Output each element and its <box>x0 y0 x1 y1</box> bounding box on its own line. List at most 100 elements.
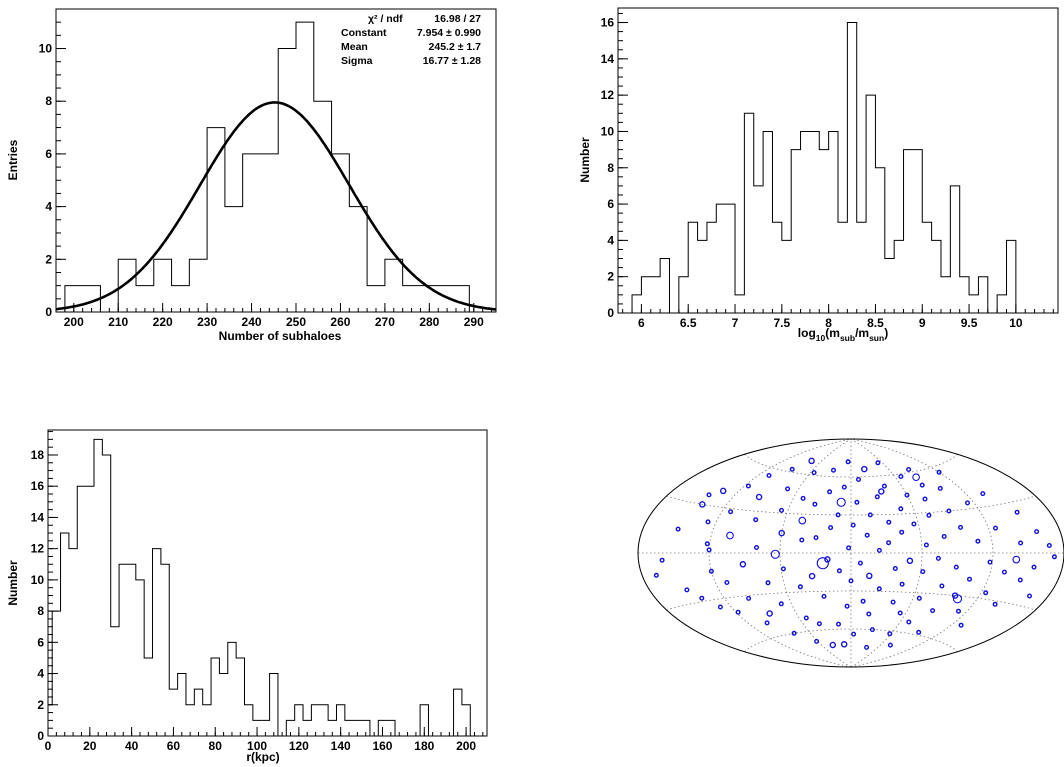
p1-xtick-label: 290 <box>464 315 484 329</box>
p3-ytick-label: 16 <box>31 479 45 493</box>
p1-xtick-label: 260 <box>330 315 350 329</box>
p3-ytick-label: 0 <box>37 729 44 743</box>
p2-xtick-label: 6.5 <box>680 316 697 330</box>
sky-point <box>1017 577 1023 583</box>
sky-point <box>828 525 834 531</box>
graticule-meridian <box>708 438 852 668</box>
sky-point <box>808 457 815 465</box>
stat-label-constant: Constant <box>341 27 387 39</box>
p2-xtick-label: 10 <box>1009 316 1023 330</box>
sky-point <box>916 595 922 601</box>
sky-point <box>1034 529 1040 535</box>
p4-graticule <box>638 438 1064 668</box>
sky-point <box>956 608 962 614</box>
sky-point <box>653 572 659 578</box>
graticule-meridian <box>850 438 994 668</box>
sky-point <box>967 576 973 582</box>
sky-point <box>906 467 912 473</box>
p3-histogram <box>47 438 471 737</box>
sky-point <box>845 459 851 465</box>
sky-point <box>753 517 759 523</box>
sky-point <box>875 460 881 466</box>
p2-ytick-label: 4 <box>607 233 614 247</box>
sky-point <box>766 473 772 479</box>
sky-point <box>766 610 773 617</box>
sky-point <box>816 557 829 570</box>
sky-point <box>890 599 896 605</box>
p1-xtick-label: 270 <box>375 315 395 329</box>
sky-point <box>684 587 690 593</box>
p2-xtick-label: 9.5 <box>961 316 978 330</box>
p3-xtick-label: 120 <box>289 739 309 753</box>
p1-ytick-label: 10 <box>39 42 53 56</box>
sky-point <box>846 545 852 551</box>
p3-ytick-label: 10 <box>31 573 45 587</box>
sky-point <box>779 507 785 513</box>
p2-ylabel: Number <box>578 137 592 183</box>
sky-point <box>987 559 993 565</box>
sky-point <box>797 584 803 590</box>
sky-point <box>800 495 806 501</box>
sky-point <box>675 526 681 532</box>
p2-ytick-label: 2 <box>607 270 614 284</box>
p2-ytick-label: 14 <box>601 52 615 66</box>
sky-point <box>778 601 784 607</box>
sky-point <box>813 535 819 541</box>
sky-point <box>912 473 920 482</box>
sky-point <box>958 622 964 628</box>
sky-point <box>992 601 998 607</box>
sky-point <box>735 609 741 615</box>
p4-ellipse-border <box>637 438 1064 668</box>
p2-xtick-label: 8.5 <box>867 316 884 330</box>
p2-ytick-label: 16 <box>601 16 615 30</box>
sky-point <box>824 556 831 563</box>
p2-ytick-label: 10 <box>601 124 615 138</box>
sky-point <box>906 557 914 565</box>
sky-point <box>965 500 971 506</box>
p3-xlabel: r(kpc) <box>246 750 279 764</box>
sky-point <box>745 483 751 489</box>
sky-point <box>717 604 723 610</box>
p3-frame <box>47 429 488 737</box>
p3-xtick-label: 40 <box>125 739 139 753</box>
p1-histogram <box>64 21 470 313</box>
sky-point <box>922 496 928 502</box>
sky-point <box>904 492 910 498</box>
p2-xtick-label: 7 <box>732 316 739 330</box>
sky-point <box>857 560 863 566</box>
sky-point <box>876 586 882 592</box>
p2-ytick-label: 12 <box>601 88 615 102</box>
sky-point <box>952 594 963 604</box>
sky-point <box>1012 555 1021 564</box>
sky-point <box>937 485 943 491</box>
sky-point <box>799 537 805 543</box>
sky-point <box>1046 543 1052 549</box>
p3-xtick-label: 100 <box>247 739 267 753</box>
sky-point <box>704 541 710 547</box>
p2-tick-layer: 6 6.5 7 7.5 8 8.5 9 9.5 10 0 2 4 6 8 10 12 14 16 <box>601 12 1054 330</box>
sky-point <box>836 568 842 574</box>
sky-point <box>848 578 854 584</box>
sky-point <box>941 534 947 540</box>
p3-ytick-label: 8 <box>37 604 44 618</box>
sky-point <box>958 524 964 530</box>
sky-point <box>755 493 763 501</box>
p1-ylabel: Entries <box>6 139 20 180</box>
sky-point <box>867 512 873 518</box>
sky-point <box>812 501 818 507</box>
sky-point <box>841 484 847 490</box>
p2-ytick-label: 8 <box>607 161 614 175</box>
p3-xtick-label: 200 <box>456 739 476 753</box>
sky-point <box>836 621 842 627</box>
sky-point <box>951 592 959 599</box>
sky-point <box>916 629 922 635</box>
sky-point <box>785 486 791 492</box>
p1-xlabel: Number of subhaloes <box>219 329 342 343</box>
p1-ytick-label: 2 <box>45 252 52 266</box>
sky-point <box>791 630 797 636</box>
p1-xtick-label: 250 <box>286 315 306 329</box>
stat-value-mean: 245.2 ± 1.7 <box>429 41 482 53</box>
p2-xtick-label: 9 <box>919 316 926 330</box>
sky-point <box>836 497 846 507</box>
p1-ytick-label: 8 <box>45 94 52 108</box>
